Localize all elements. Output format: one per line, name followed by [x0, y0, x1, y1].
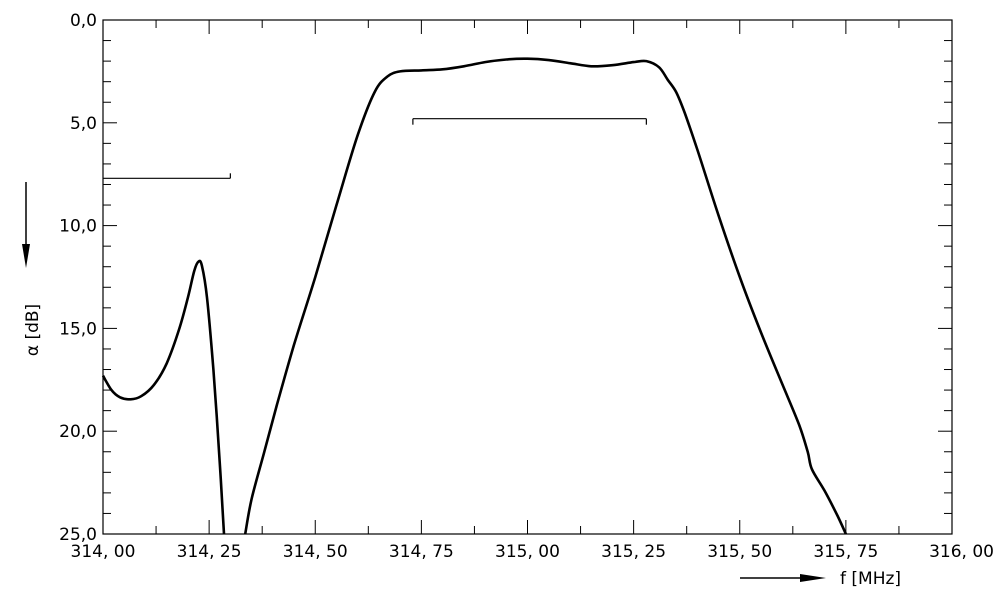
x-tick-label: 314, 75 — [389, 542, 454, 562]
specification-bars — [103, 118, 647, 179]
x-axis-arrow-head — [800, 574, 826, 582]
y-tick-label: 10,0 — [59, 217, 97, 237]
x-axis-ticks: 314, 00 314, 25 314, 50 314, 75 315, 00 315, … — [71, 20, 994, 562]
x-tick-label: 315, 75 — [813, 542, 878, 562]
x-axis-label: f [MHz] — [840, 569, 901, 589]
x-tick-label: 314, 00 — [71, 542, 136, 562]
y-axis-ticks: 0,0 5,0 10,0 15,0 20,0 25,0 — [59, 11, 952, 545]
y-tick-label: 20,0 — [59, 422, 97, 442]
x-tick-label: 315, 00 — [495, 542, 560, 562]
curve-segment — [243, 57, 848, 535]
y-tick-label: 5,0 — [70, 114, 97, 134]
y-tick-label: 25,0 — [59, 525, 97, 545]
x-tick-label: 315, 25 — [601, 542, 666, 562]
x-tick-label: 315, 50 — [707, 542, 772, 562]
attenuation-curve — [101, 57, 848, 535]
curve-segment — [101, 259, 226, 535]
y-axis-label: α [dB] — [23, 304, 43, 356]
plot-frame — [102, 19, 953, 535]
x-tick-label: 316, 00 — [929, 542, 994, 562]
y-tick-label: 0,0 — [70, 11, 97, 31]
x-tick-label: 314, 50 — [283, 542, 348, 562]
y-tick-label: 15,0 — [59, 319, 97, 339]
y-axis-arrow-head — [22, 244, 30, 268]
x-tick-label: 314, 25 — [177, 542, 242, 562]
